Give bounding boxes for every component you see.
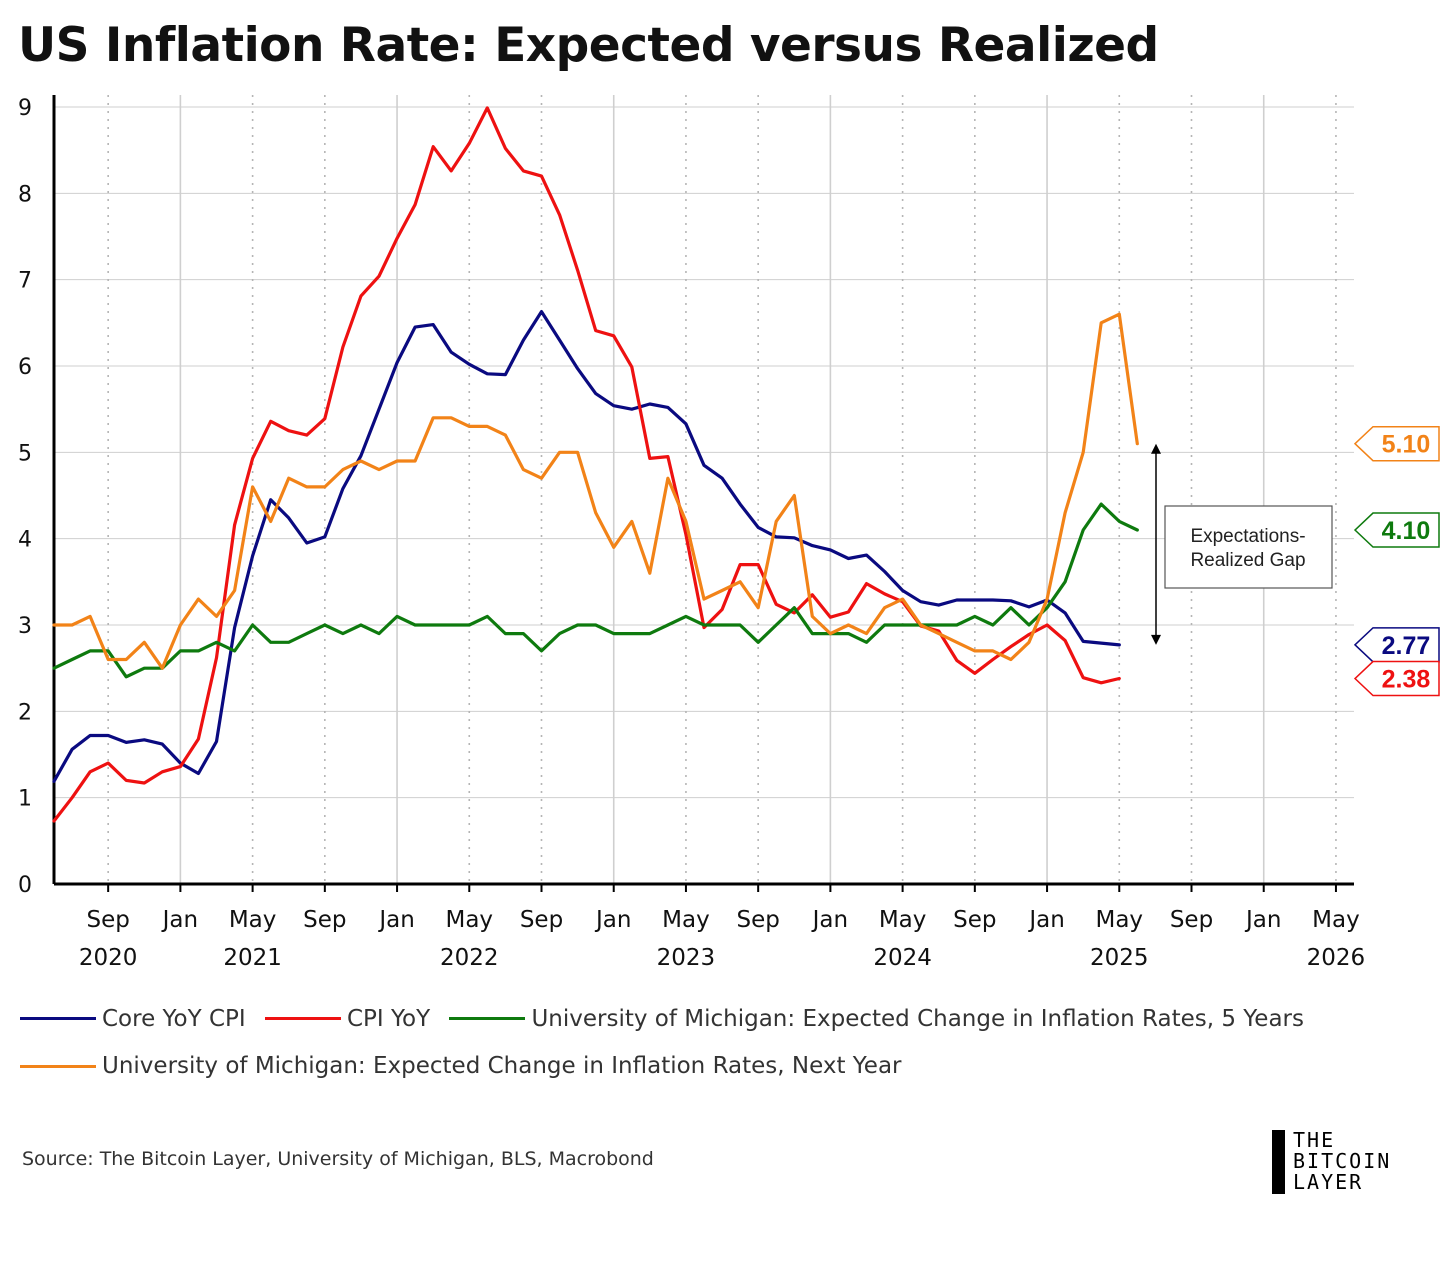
inflation-line-chart: 0 1 2 3 4 5 6 7 8 9 Sep 2020 Jan May 2021 Sep Jan May 2022… [18,95,1440,971]
chart-legend: Core YoY CPI CPI YoY University of Michi… [20,992,1440,1087]
legend-item-core-cpi: Core YoY CPI [20,998,246,1040]
brand-line-2: BITCOIN [1293,1149,1392,1173]
gap-annotation-text: Expectations- [1190,526,1305,547]
end-label-box [1353,660,1440,697]
brand-bar [1272,1130,1285,1194]
x-tick-label: May [879,907,927,933]
legend-item-cpi: CPI YoY [265,998,430,1040]
x-tick-label: Jan [594,907,631,933]
x-year-label: 2021 [223,945,282,971]
x-tick-label: Jan [1027,907,1064,933]
x-year-label: 2023 [657,945,716,971]
gap-arrow-head-bottom [1151,634,1161,645]
x-year-label: 2026 [1307,945,1366,971]
end-label-box [1353,512,1440,548]
chart-title: US Inflation Rate: Expected versus Reali… [18,18,1159,73]
x-tick-label: May [445,907,493,933]
series-line-3 [52,312,1139,670]
gap-annotation-text: Realized Gap [1190,550,1305,571]
x-tick-label: Jan [1244,907,1281,933]
x-tick-label: Sep [86,907,129,933]
series-line-0 [52,310,1121,783]
y-tick-label: 9 [18,96,32,121]
source-note: Source: The Bitcoin Layer, University of… [22,1148,654,1170]
x-tick-label: Jan [161,907,198,933]
y-tick-label: 1 [18,787,32,812]
end-value-label: 4.10 [1382,517,1431,545]
x-year-label: 2024 [873,945,932,971]
brand-logo: THE BITCOIN LAYER [1272,1130,1391,1194]
legend-swatch-cpi [265,1017,341,1020]
legend-label-umich-1y: University of Michigan: Expected Change … [102,1053,902,1079]
x-tick-label: May [662,907,710,933]
legend-item-umich-1y: University of Michigan: Expected Change … [20,1045,902,1087]
legend-swatch-umich-1y [20,1064,96,1068]
brand-line-1: THE [1293,1128,1336,1152]
end-label-box [1353,627,1440,663]
x-tick-label: Jan [811,907,848,933]
gap-annotation-box [1164,505,1333,589]
end-value-label: 2.77 [1382,632,1431,660]
x-tick-label: Sep [303,907,346,933]
end-value-label: 2.38 [1382,666,1431,694]
y-tick-label: 7 [18,269,32,294]
series-line-1 [52,106,1121,823]
series-line-2 [52,502,1139,679]
y-tick-label: 5 [18,441,32,466]
x-year-label: 2020 [79,945,138,971]
x-tick-label: May [1312,907,1360,933]
x-tick-label: May [1095,907,1143,933]
legend-label-cpi: CPI YoY [347,1005,431,1032]
x-year-label: 2022 [440,945,499,971]
gap-arrow-head-top [1151,443,1161,454]
x-tick-label: Sep [1170,907,1213,933]
x-tick-label: May [229,907,277,933]
y-tick-label: 3 [18,614,32,639]
y-tick-label: 2 [18,700,32,725]
end-label-box [1353,425,1440,462]
legend-item-umich-5y: University of Michigan: Expected Change … [449,998,1304,1040]
legend-label-umich-5y: University of Michigan: Expected Change … [531,1005,1304,1032]
x-tick-label: Sep [953,907,996,933]
brand-text: THE BITCOIN LAYER [1293,1130,1391,1194]
legend-label-core-cpi: Core YoY CPI [102,1005,246,1032]
legend-swatch-core-cpi [20,1017,96,1020]
y-tick-label: 0 [18,873,32,898]
brand-line-3: LAYER [1293,1170,1364,1194]
y-tick-label: 6 [18,355,32,380]
x-year-label: 2025 [1090,945,1149,971]
y-tick-label: 4 [18,528,32,553]
x-tick-label: Sep [520,907,563,933]
x-tick-label: Sep [736,907,779,933]
y-tick-label: 8 [18,182,32,207]
end-value-label: 5.10 [1382,431,1431,459]
x-tick-label: Jan [377,907,414,933]
legend-swatch-umich-5y [449,1017,526,1020]
